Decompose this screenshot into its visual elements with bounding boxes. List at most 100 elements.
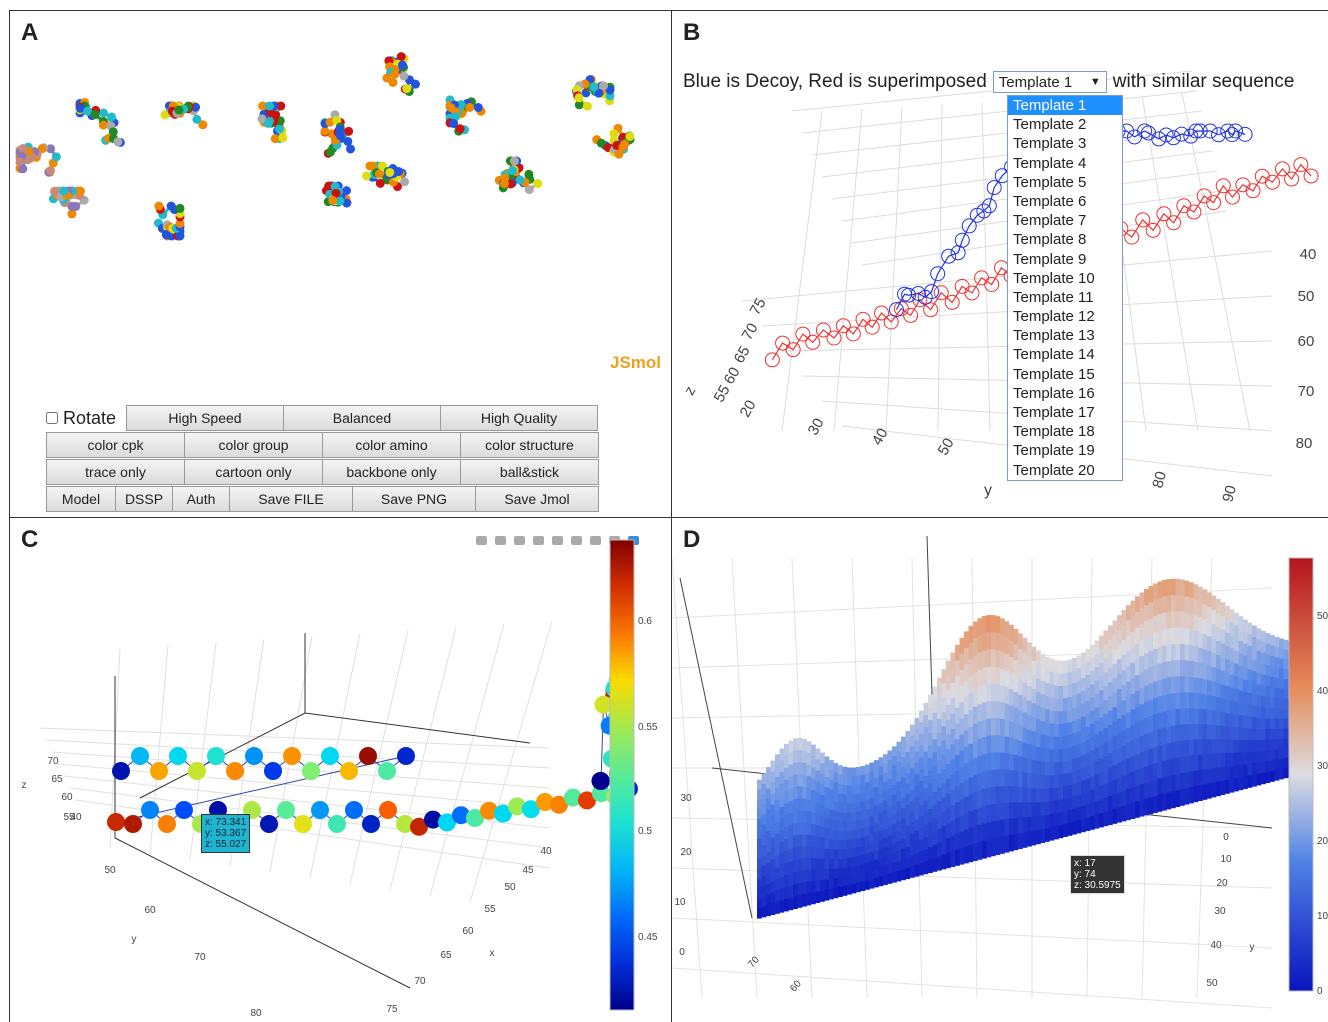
save-file-button[interactable]: Save FILE xyxy=(229,486,353,512)
auth-button[interactable]: Auth xyxy=(172,486,230,512)
pan-icon[interactable] xyxy=(514,536,525,545)
surface-cell xyxy=(1274,677,1280,689)
surface-cell xyxy=(910,768,915,780)
turntable-icon[interactable] xyxy=(552,536,563,545)
template-option[interactable]: Template 16 xyxy=(1013,384,1095,402)
camera-icon[interactable] xyxy=(476,536,487,545)
surface-cell xyxy=(1072,670,1077,684)
surface-cell xyxy=(770,870,776,883)
surface-cell xyxy=(1153,632,1158,650)
surface-cell xyxy=(797,762,803,775)
template-option[interactable]: Template 9 xyxy=(1013,250,1087,268)
template-option[interactable]: Template 18 xyxy=(1013,423,1095,441)
surface-cell xyxy=(950,698,956,715)
surface-cell xyxy=(1220,657,1226,672)
surface-cell xyxy=(887,750,893,761)
surface-cell xyxy=(977,738,983,757)
surface-cell xyxy=(1040,802,1046,817)
high-speed-button[interactable]: High Speed xyxy=(126,405,284,431)
surface-cell xyxy=(1121,625,1127,641)
template-option[interactable]: Template 15 xyxy=(1013,365,1095,383)
template-option[interactable]: Template 19 xyxy=(1013,442,1095,460)
atom xyxy=(574,93,584,103)
model-button[interactable]: Model xyxy=(46,486,116,512)
template-select[interactable]: Template 1 ▼ xyxy=(992,71,1107,93)
surface-cell xyxy=(1004,753,1010,771)
surface-cell xyxy=(1090,710,1095,725)
surface-cell xyxy=(986,701,992,720)
surface-cell xyxy=(1189,629,1194,646)
template-option[interactable]: Template 1 xyxy=(1008,96,1122,116)
surface-cell xyxy=(1216,711,1221,726)
template-option[interactable]: Template 4 xyxy=(1013,154,1087,172)
surface-cell xyxy=(1067,772,1073,786)
template-option[interactable]: Template 10 xyxy=(1013,269,1095,287)
atom xyxy=(175,218,185,228)
template-option[interactable]: Template 3 xyxy=(1013,135,1087,153)
atom xyxy=(620,139,630,149)
color-amino-button[interactable]: color amino xyxy=(322,432,461,458)
surface-cell xyxy=(1184,772,1190,789)
surface-cell xyxy=(928,745,933,759)
surface-cell xyxy=(851,821,857,831)
surface-cell xyxy=(1076,706,1082,720)
template-option[interactable]: Template 11 xyxy=(1013,288,1094,306)
surface-cell xyxy=(1090,671,1095,685)
surface-cell xyxy=(842,803,848,814)
template-option[interactable]: Template 6 xyxy=(1013,192,1087,210)
template-residue-marker xyxy=(1156,206,1172,222)
template-option[interactable]: Template 2 xyxy=(1013,116,1087,134)
surface-cell xyxy=(815,836,821,849)
template-option[interactable]: Template 7 xyxy=(1013,212,1087,230)
atom xyxy=(449,119,459,129)
balanced-button[interactable]: Balanced xyxy=(283,405,441,431)
home-icon[interactable] xyxy=(571,536,582,545)
z-axis-title: z xyxy=(22,780,27,791)
template-option[interactable]: Template 14 xyxy=(1013,346,1095,364)
color-cpk-button[interactable]: color cpk xyxy=(46,432,185,458)
surface-cell xyxy=(977,669,983,688)
backbone-only-button[interactable]: backbone only xyxy=(322,459,461,485)
template-option[interactable]: Template 17 xyxy=(1013,404,1095,421)
surface-cell xyxy=(1144,605,1149,622)
surface-cell xyxy=(896,791,902,802)
surface-cell xyxy=(833,811,839,822)
color-group-button[interactable]: color group xyxy=(184,432,323,458)
high-quality-button[interactable]: High Quality xyxy=(440,405,598,431)
trace-only-button[interactable]: trace only xyxy=(46,459,185,485)
template-option[interactable]: Template 5 xyxy=(1013,173,1087,191)
zoom-icon[interactable] xyxy=(495,536,506,545)
color-structure-button[interactable]: color structure xyxy=(460,432,599,458)
ball-and-stick-button[interactable]: ball&stick xyxy=(460,459,599,485)
rotate-toggle[interactable]: Rotate xyxy=(46,405,126,431)
template-option[interactable]: Template 20 xyxy=(1013,461,1095,479)
surface-cell xyxy=(1139,768,1145,785)
surface-cell xyxy=(788,873,794,887)
surface-cell xyxy=(946,764,951,780)
scatter-3d-plot[interactable]: 4055606570z50607080y4045505560657075x0.6… xyxy=(10,518,672,1022)
orbit-icon[interactable] xyxy=(533,536,544,545)
template-option[interactable]: Template 8 xyxy=(1013,231,1087,249)
reset-camera-icon[interactable] xyxy=(590,536,601,545)
surface-cell xyxy=(1202,634,1208,650)
surface-cell xyxy=(1202,694,1208,710)
surface-cell xyxy=(806,776,812,789)
rotate-checkbox[interactable] xyxy=(46,412,58,424)
surface-cell xyxy=(1180,756,1185,774)
surface-cell xyxy=(1247,751,1253,765)
dssp-button[interactable]: DSSP xyxy=(115,486,173,512)
save-png-button[interactable]: Save PNG xyxy=(352,486,476,512)
save-jmol-button[interactable]: Save Jmol xyxy=(475,486,599,512)
surface-cell xyxy=(1184,740,1190,757)
surface-cell xyxy=(887,769,893,780)
cartoon-only-button[interactable]: cartoon only xyxy=(184,459,323,485)
template-option[interactable]: Template 12 xyxy=(1013,308,1095,326)
surface-cell xyxy=(815,748,821,761)
surface-cell xyxy=(766,798,771,811)
jsmol-molecule-viewer[interactable] xyxy=(10,11,672,391)
surface-cell xyxy=(1004,670,1010,688)
surface-cell xyxy=(1139,592,1145,610)
template-option[interactable]: Template 13 xyxy=(1013,327,1095,345)
